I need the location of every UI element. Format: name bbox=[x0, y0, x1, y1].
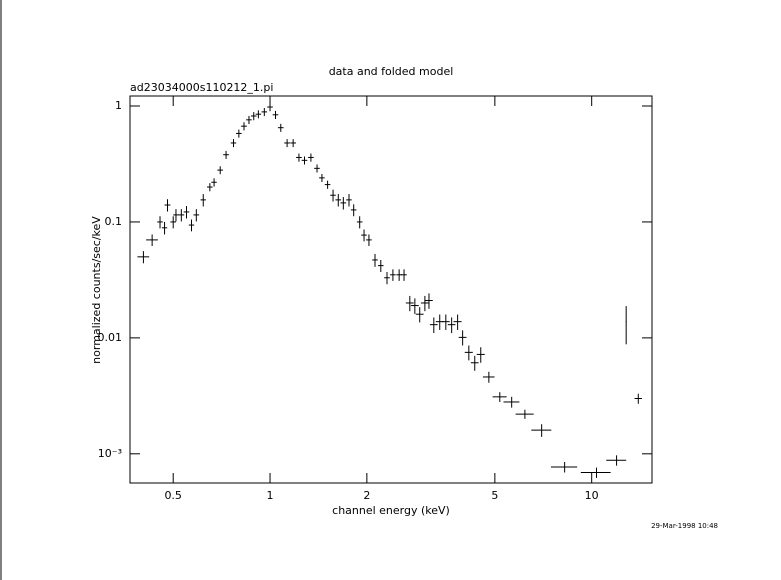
plot-frame bbox=[129, 95, 653, 484]
chart-title: data and folded model bbox=[329, 65, 454, 78]
x-axis-label: channel energy (keV) bbox=[332, 504, 450, 517]
y-tick-label: 0.01 bbox=[98, 331, 123, 344]
x-tick-label: 10 bbox=[585, 489, 599, 502]
x-tick-label: 0.5 bbox=[164, 489, 182, 502]
y-tick-label: 1 bbox=[115, 99, 122, 112]
timestamp: 29-Mar-1998 10:48 bbox=[651, 522, 718, 530]
x-tick-label: 5 bbox=[491, 489, 498, 502]
chart-subtitle: ad23034000s110212_1.pi bbox=[130, 81, 273, 94]
y-tick-label: 10⁻³ bbox=[98, 447, 122, 460]
x-tick-label: 1 bbox=[267, 489, 274, 502]
y-tick-label: 0.1 bbox=[105, 215, 123, 228]
x-tick-label: 2 bbox=[363, 489, 370, 502]
y-axis-label: normalized counts/sec/keV bbox=[90, 216, 103, 364]
